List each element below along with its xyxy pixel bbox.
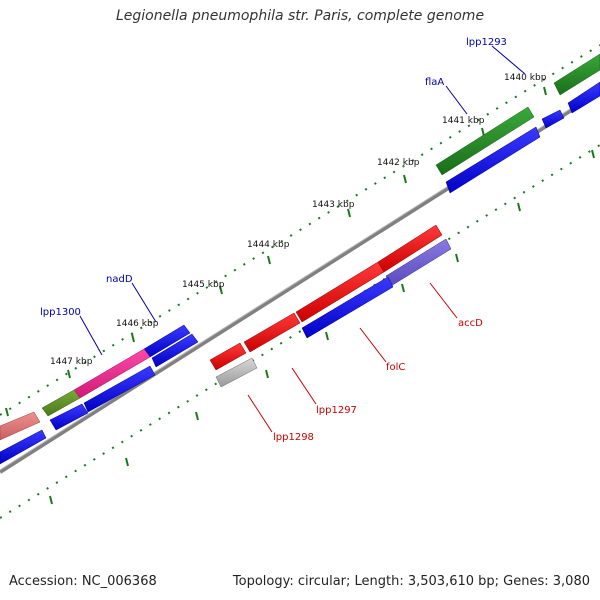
gene-blue-feature-h[interactable] bbox=[301, 276, 394, 339]
gene-blue-feature-f[interactable] bbox=[49, 403, 89, 431]
scale-tick-label: 1440 kbp bbox=[504, 73, 547, 83]
scale-tick-label: 1443 kbp bbox=[312, 200, 355, 210]
gene-blue-feature-b[interactable] bbox=[541, 109, 565, 129]
outer-major-ticks bbox=[5, 86, 547, 417]
gene-olive-feature[interactable] bbox=[41, 389, 81, 417]
gene-blue-feature-d[interactable] bbox=[151, 333, 199, 368]
gene-label-folC: folC bbox=[386, 362, 405, 373]
genome-summary-text: Topology: circular; Length: 3,503,610 bp… bbox=[232, 574, 590, 589]
scale-tick-label: 1441 kbp bbox=[442, 116, 485, 126]
gene-salmon-feature[interactable] bbox=[0, 411, 41, 441]
gene-label-accD: accD bbox=[458, 318, 483, 329]
gene-lpp1293-feature[interactable] bbox=[553, 53, 600, 96]
scale-tick-label: 1444 kbp bbox=[247, 240, 290, 250]
gene-label-lpp1298: lpp1298 bbox=[273, 432, 314, 443]
gene-blue-feature-e[interactable] bbox=[83, 365, 156, 413]
scale-tick-label: 1447 kbp bbox=[50, 357, 93, 367]
accession-text: Accession: NC_006368 bbox=[9, 574, 157, 589]
gene-label-nadD: nadD bbox=[106, 274, 133, 285]
gene-blue-feature-a[interactable] bbox=[445, 126, 541, 194]
gene-lpp1298-feature[interactable] bbox=[209, 342, 247, 371]
scale-tick-label: 1442 kbp bbox=[377, 158, 420, 168]
outer-dotted-ring bbox=[0, 44, 600, 416]
scale-tick-label: 1445 kbp bbox=[182, 280, 225, 290]
gene-flaA-feature[interactable] bbox=[435, 106, 535, 176]
gene-pseudo-feature[interactable] bbox=[215, 357, 258, 388]
map-title: Legionella pneumophila str. Paris, compl… bbox=[115, 8, 485, 24]
gene-label-lpp1300: lpp1300 bbox=[40, 307, 81, 318]
label-leader-lines bbox=[79, 45, 526, 433]
gene-blue-feature-g[interactable] bbox=[0, 429, 47, 465]
inner-major-ticks bbox=[49, 149, 595, 505]
gene-label-flaA: flaA bbox=[425, 77, 444, 88]
gene-lpp1297-feature[interactable] bbox=[243, 312, 301, 353]
inner-dotted-ring bbox=[0, 144, 600, 519]
gene-blue-feature-c[interactable] bbox=[567, 81, 600, 114]
gene-label-lpp1297: lpp1297 bbox=[316, 405, 357, 416]
gene-label-lpp1293: lpp1293 bbox=[466, 37, 507, 48]
gene-accD-feature[interactable] bbox=[377, 224, 443, 273]
scale-tick-label: 1446 kbp bbox=[116, 319, 159, 329]
